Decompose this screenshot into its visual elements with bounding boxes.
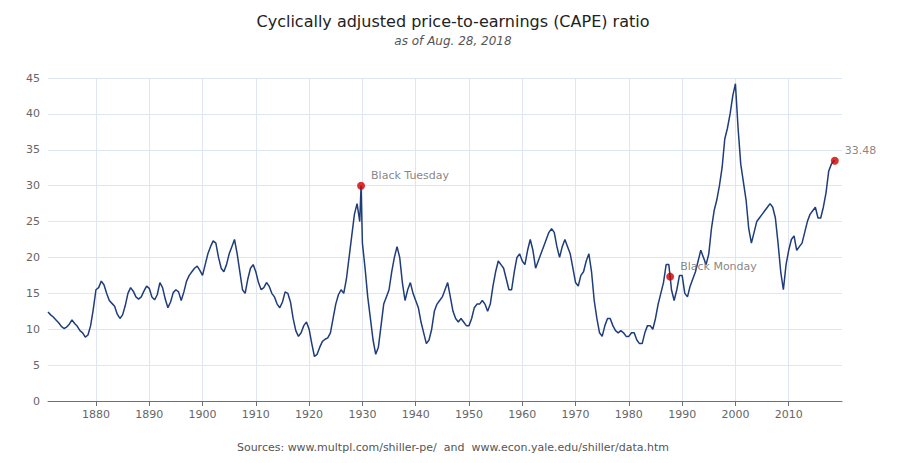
- svg-text:20: 20: [26, 251, 40, 264]
- svg-text:Sources: www.multpl.com/shille: Sources: www.multpl.com/shiller-pe/ and …: [237, 441, 669, 454]
- svg-text:1940: 1940: [402, 408, 430, 421]
- svg-text:0: 0: [33, 395, 40, 408]
- svg-text:Black Monday: Black Monday: [680, 260, 757, 273]
- svg-text:5: 5: [33, 359, 40, 372]
- svg-text:1880: 1880: [82, 408, 110, 421]
- svg-text:1980: 1980: [615, 408, 643, 421]
- svg-text:33.48: 33.48: [845, 144, 877, 157]
- svg-text:as of Aug. 28, 2018: as of Aug. 28, 2018: [394, 34, 512, 48]
- svg-text:1930: 1930: [348, 408, 376, 421]
- svg-text:Cyclically adjusted price-to-e: Cyclically adjusted price-to-earnings (C…: [257, 12, 650, 31]
- svg-text:35: 35: [26, 143, 40, 156]
- svg-text:30: 30: [26, 179, 40, 192]
- svg-text:40: 40: [26, 107, 40, 120]
- svg-text:1990: 1990: [668, 408, 696, 421]
- svg-text:2000: 2000: [721, 408, 749, 421]
- svg-text:1890: 1890: [135, 408, 163, 421]
- svg-text:10: 10: [26, 323, 40, 336]
- svg-text:2010: 2010: [775, 408, 803, 421]
- svg-text:1920: 1920: [295, 408, 323, 421]
- svg-text:Black Tuesday: Black Tuesday: [371, 169, 450, 182]
- svg-text:1960: 1960: [508, 408, 536, 421]
- svg-text:1910: 1910: [242, 408, 270, 421]
- svg-text:45: 45: [26, 72, 40, 85]
- svg-text:15: 15: [26, 287, 40, 300]
- svg-text:1970: 1970: [562, 408, 590, 421]
- svg-text:25: 25: [26, 215, 40, 228]
- svg-text:1900: 1900: [189, 408, 217, 421]
- svg-text:1950: 1950: [455, 408, 483, 421]
